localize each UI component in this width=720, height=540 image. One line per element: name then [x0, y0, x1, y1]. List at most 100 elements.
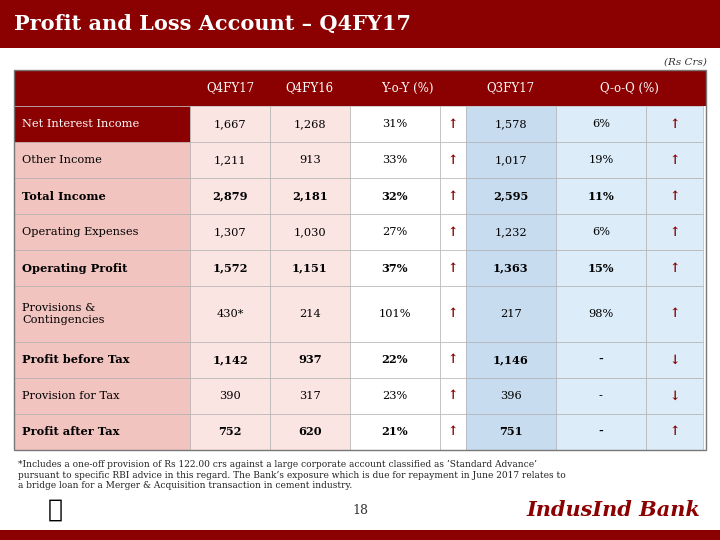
Bar — [556, 250, 646, 286]
Text: 2,181: 2,181 — [292, 191, 328, 201]
Text: 23%: 23% — [382, 391, 408, 401]
Bar — [14, 414, 191, 450]
Bar — [14, 106, 191, 142]
Bar — [191, 106, 270, 142]
Text: Y-o-Y (%): Y-o-Y (%) — [382, 82, 434, 94]
Text: 217: 217 — [500, 309, 522, 319]
Bar — [556, 286, 646, 342]
Text: ↑: ↑ — [447, 118, 458, 131]
Text: Operating Expenses: Operating Expenses — [22, 227, 138, 237]
Bar — [466, 142, 556, 178]
Bar — [270, 142, 350, 178]
Bar — [556, 378, 646, 414]
Bar — [14, 250, 191, 286]
Text: ↑: ↑ — [447, 153, 458, 166]
Text: 430*: 430* — [217, 309, 244, 319]
Text: ↑: ↑ — [669, 226, 680, 239]
Text: 317: 317 — [299, 391, 320, 401]
Text: 390: 390 — [220, 391, 241, 401]
Text: 1,232: 1,232 — [495, 227, 527, 237]
Text: Q3FY17: Q3FY17 — [487, 82, 535, 94]
Bar — [270, 342, 350, 378]
Text: ↓: ↓ — [669, 353, 680, 366]
Text: ↑: ↑ — [447, 190, 458, 202]
Text: 1,030: 1,030 — [294, 227, 326, 237]
Text: ↑: ↑ — [447, 261, 458, 274]
Text: 1,268: 1,268 — [294, 119, 326, 129]
Text: 1,578: 1,578 — [495, 119, 527, 129]
Bar — [646, 342, 703, 378]
Text: 27%: 27% — [382, 227, 408, 237]
Text: ↑: ↑ — [669, 153, 680, 166]
Text: ↓: ↓ — [669, 389, 680, 402]
Bar — [14, 142, 191, 178]
Text: 1,667: 1,667 — [214, 119, 246, 129]
Bar — [14, 70, 706, 106]
Bar — [14, 286, 191, 342]
Bar — [466, 178, 556, 214]
Text: ↑: ↑ — [669, 190, 680, 202]
Text: Operating Profit: Operating Profit — [22, 262, 127, 273]
Bar — [466, 286, 556, 342]
Text: 1,363: 1,363 — [493, 262, 528, 273]
Text: -: - — [598, 354, 603, 365]
Bar — [646, 142, 703, 178]
Text: ↑: ↑ — [447, 389, 458, 402]
Text: ↑: ↑ — [447, 426, 458, 438]
Bar — [270, 106, 350, 142]
Text: Q4FY17: Q4FY17 — [206, 82, 254, 94]
Text: ↑: ↑ — [447, 353, 458, 366]
Bar — [440, 250, 466, 286]
Bar — [440, 378, 466, 414]
Text: 15%: 15% — [588, 262, 614, 273]
Bar — [350, 178, 440, 214]
Bar — [440, 342, 466, 378]
Bar — [350, 142, 440, 178]
Bar — [556, 342, 646, 378]
Bar — [466, 250, 556, 286]
Bar — [191, 178, 270, 214]
Text: 1,211: 1,211 — [214, 155, 246, 165]
Text: 98%: 98% — [588, 309, 613, 319]
Text: 937: 937 — [298, 354, 322, 365]
Text: 33%: 33% — [382, 155, 408, 165]
Text: 1,146: 1,146 — [493, 354, 528, 365]
Text: 214: 214 — [299, 309, 320, 319]
Text: 752: 752 — [218, 426, 242, 437]
Text: Provisions &
Contingencies: Provisions & Contingencies — [22, 303, 104, 325]
Bar — [440, 286, 466, 342]
Bar — [466, 214, 556, 250]
Bar — [350, 342, 440, 378]
Text: 32%: 32% — [382, 191, 408, 201]
Text: 6%: 6% — [592, 227, 610, 237]
Bar — [270, 286, 350, 342]
Bar — [191, 142, 270, 178]
Bar — [0, 0, 720, 48]
Bar — [270, 214, 350, 250]
Text: ↑: ↑ — [447, 226, 458, 239]
Bar — [350, 250, 440, 286]
Bar — [350, 378, 440, 414]
Text: 1,017: 1,017 — [495, 155, 527, 165]
Bar — [440, 214, 466, 250]
Bar — [466, 414, 556, 450]
Bar — [440, 142, 466, 178]
Text: 31%: 31% — [382, 119, 408, 129]
Text: Profit before Tax: Profit before Tax — [22, 354, 130, 365]
Text: 1,151: 1,151 — [292, 262, 328, 273]
Bar — [350, 106, 440, 142]
Text: 21%: 21% — [382, 426, 408, 437]
Bar — [466, 106, 556, 142]
Bar — [191, 286, 270, 342]
Text: 101%: 101% — [378, 309, 411, 319]
Bar — [440, 178, 466, 214]
Bar — [556, 142, 646, 178]
Text: IndusInd Bank: IndusInd Bank — [526, 500, 700, 520]
Bar — [270, 178, 350, 214]
Text: 🐂: 🐂 — [48, 498, 63, 522]
Text: (Rs Crs): (Rs Crs) — [664, 57, 707, 66]
Text: Profit after Tax: Profit after Tax — [22, 426, 120, 437]
Text: 396: 396 — [500, 391, 522, 401]
Bar — [191, 342, 270, 378]
Text: 22%: 22% — [382, 354, 408, 365]
